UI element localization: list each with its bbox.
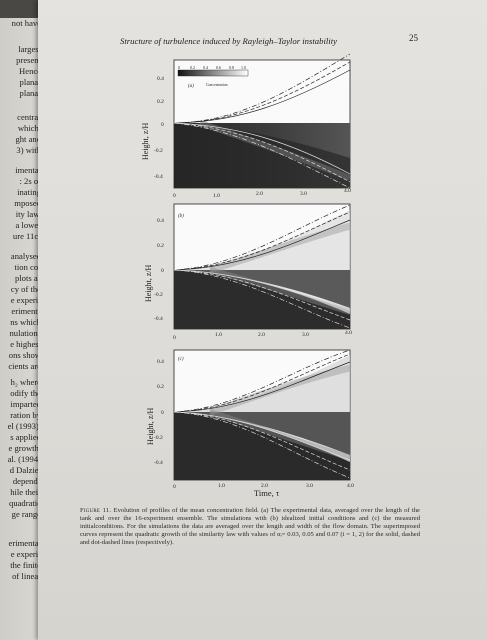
cbar-tick-0: 0	[178, 65, 180, 70]
y-axis-label-c: Height, z/H	[146, 407, 155, 445]
left-page-text-line: imparted	[10, 399, 41, 409]
left-page-text-line: cy of the	[10, 284, 41, 294]
cbar-tick-3: 0.6	[216, 65, 221, 70]
xtick-c-4: 4.0	[347, 483, 354, 489]
left-page-text-line: a lower	[15, 220, 41, 230]
left-page-text-line: quadratic	[9, 498, 41, 508]
panel-label-c: (c)	[178, 357, 184, 362]
xtick-b-0: 0	[173, 335, 176, 341]
caption-text: Evolution of profiles of the mean concen…	[80, 507, 420, 547]
figure-panels: 0 0.2 0.4 0.6 0.8 1.0 (a) Concentration …	[154, 53, 354, 490]
ytick-a-0: 0.4	[157, 76, 164, 82]
ytick-b-0: 0.4	[157, 218, 164, 224]
left-page-text-line: analysed	[10, 251, 41, 261]
left-page-text-line: centra-	[17, 112, 41, 122]
x-axis-label: Time, τ	[254, 488, 280, 498]
left-page-text-line: hile their	[10, 487, 41, 497]
running-header: Structure of turbulence induced by Rayle…	[120, 36, 337, 46]
left-page-text-line: ure 11c)	[12, 231, 41, 241]
xtick-a-3: 3.0	[300, 191, 307, 197]
xtick-b-4: 4.0	[345, 330, 352, 336]
y-axis-label-b: Height, z/H	[144, 264, 153, 302]
ytick-c-3: -0.2	[154, 435, 163, 441]
left-page-text-line: Hence	[19, 66, 41, 76]
left-page-text-line: ration by	[10, 410, 41, 420]
colorbar-label: Concentration	[206, 83, 228, 87]
left-page-text-line: eriments	[11, 306, 41, 316]
left-page-text-line: ge range	[11, 509, 41, 519]
xtick-b-1: 1.0	[215, 332, 222, 338]
page-number: 25	[409, 33, 418, 43]
panel-a: 0 0.2 0.4 0.6 0.8 1.0 (a) Concentration …	[154, 53, 351, 199]
xtick-c-2: 2.0	[261, 483, 268, 489]
left-page-text-line: e highest	[10, 339, 41, 349]
xtick-a-1: 1.0	[213, 193, 220, 199]
left-page-text-line: inating	[17, 187, 41, 197]
left-page-text-line: which,	[17, 123, 41, 133]
xtick-a-4: 4.0	[344, 188, 351, 194]
panel-label-a: (a)	[188, 84, 194, 89]
ytick-a-4: -0.4	[154, 174, 163, 180]
left-page-text-line: mposed	[14, 198, 41, 208]
left-facing-page: largest present Hence planar planar centra-wh…	[0, 18, 44, 640]
left-page-text-line: tion co-	[14, 262, 42, 272]
left-page-text-line: h₂ where	[10, 377, 41, 387]
left-page-text-line: not have	[11, 18, 41, 28]
xtick-c-0: 0	[173, 484, 176, 490]
ytick-a-1: 0.2	[157, 99, 164, 105]
xtick-c-1: 1.0	[218, 483, 225, 489]
left-page-text-line: ity law,	[15, 209, 41, 219]
left-page-text-line: s applied	[10, 432, 41, 442]
left-page-text-line: d Dalziel	[9, 465, 41, 475]
left-page-text-line: erimental	[8, 538, 41, 548]
ytick-b-3: -0.2	[154, 292, 163, 298]
figure-caption: Figure 11. Evolution of profiles of the …	[80, 507, 420, 547]
cbar-tick-1: 0.2	[190, 65, 195, 70]
ytick-a-3: -0.2	[154, 148, 163, 154]
left-page-text-line: ns which	[10, 317, 41, 327]
left-page-text-line: al. (1994)	[7, 454, 41, 464]
left-page-text-line: odify the	[10, 388, 41, 398]
xtick-b-2: 2.0	[258, 332, 265, 338]
panel-label-b: (b)	[178, 214, 184, 219]
figure-label: Figure 11.	[80, 507, 112, 514]
ytick-c-1: 0.2	[157, 384, 164, 390]
left-page-text-line: depends	[12, 476, 41, 486]
left-page-text-line: the finite	[10, 560, 41, 570]
left-page-text-line: planar	[19, 77, 41, 87]
left-page-text-line: nulations	[9, 328, 41, 338]
cbar-tick-2: 0.4	[203, 65, 208, 70]
ytick-b-2: 0	[161, 268, 164, 274]
ytick-a-2: 0	[161, 122, 164, 128]
left-page-text-line: 3) with	[16, 145, 41, 155]
xtick-a-0: 0	[173, 193, 176, 199]
ytick-b-1: 0.2	[157, 243, 164, 249]
ytick-c-4: -0.4	[154, 460, 163, 466]
ytick-c-2: 0	[161, 410, 164, 416]
left-page-text-line: ght and	[15, 134, 41, 144]
left-page-text-line: planar	[19, 88, 41, 98]
cbar-tick-5: 1.0	[241, 65, 246, 70]
left-page-text-line: e experi-	[10, 295, 41, 305]
left-page-text-line: cients are	[8, 361, 41, 371]
xtick-c-3: 3.0	[306, 483, 313, 489]
left-page-text-line: present	[16, 55, 41, 65]
left-page-text-line: imental	[15, 165, 41, 175]
left-page-text-line: : 2s of	[19, 176, 41, 186]
left-page-text-line: e experi-	[10, 549, 41, 559]
left-page-text-line: ons show	[8, 350, 41, 360]
panel-c: (c) 0.4 0.2 0 -0.2 -0.4 0 1.0 2.0 3.0 4.…	[154, 349, 354, 490]
xtick-a-2: 2.0	[256, 191, 263, 197]
left-page-text-line: plots as	[14, 273, 41, 283]
ytick-c-0: 0.4	[157, 359, 164, 365]
y-axis-label-a: Height, z/H	[141, 122, 150, 160]
left-page-text-line: el (1993),	[7, 421, 41, 431]
cbar-tick-4: 0.8	[229, 65, 234, 70]
left-page-text-line: e growth.	[8, 443, 41, 453]
left-page-text-line: of linear	[12, 571, 41, 581]
ytick-b-4: -0.4	[154, 316, 163, 322]
panel-b: (b) 0.4 0.2 0 -0.2 -0.4 0 1.0 2.0 3.0 4.…	[154, 203, 352, 341]
left-page-text-line: largest	[18, 44, 41, 54]
xtick-b-3: 3.0	[302, 332, 309, 338]
